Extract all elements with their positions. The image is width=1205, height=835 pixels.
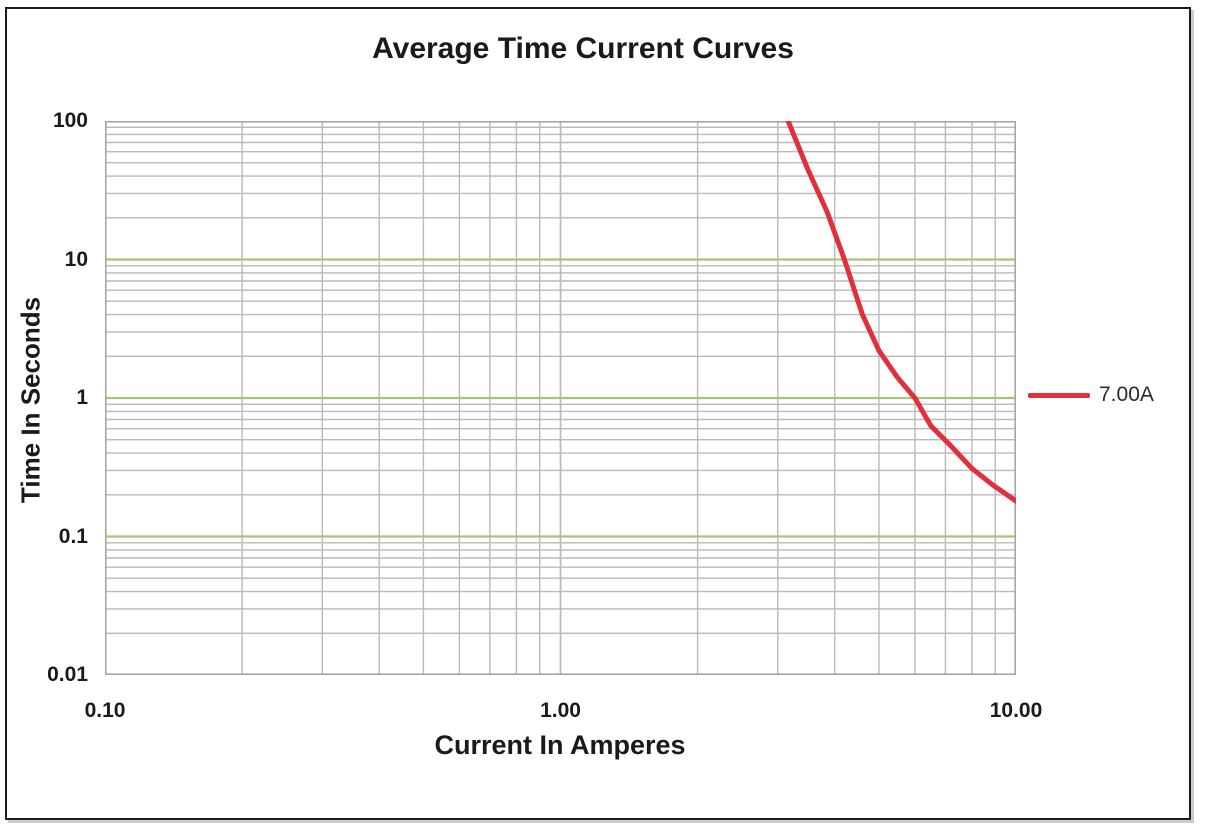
- plot-area: [105, 121, 1016, 675]
- x-tick-label: 0.10: [84, 699, 126, 722]
- x-tick-label: 1.00: [540, 699, 581, 722]
- y-tick-label: 100: [52, 109, 88, 132]
- x-axis-title: Current In Amperes: [434, 730, 686, 760]
- y-tick-label: 0.1: [58, 524, 88, 548]
- x-tick-label: 10.00: [989, 699, 1043, 722]
- y-tick-label: 0.01: [47, 663, 88, 686]
- legend: 7.00A: [1028, 382, 1154, 408]
- legend-line-swatch: [1028, 392, 1090, 398]
- legend-label: 7.00A: [1099, 383, 1154, 406]
- y-tick-label: 10: [64, 247, 88, 271]
- gridlines-and-curve: [105, 121, 1016, 675]
- chart-title: Average Time Current Curves: [372, 32, 794, 65]
- x-axis-tick-labels: 0.10 1.00 10.00: [0, 698, 1205, 728]
- y-axis-tick-labels: 100 10 1 0.1 0.01: [0, 0, 88, 835]
- y-tick-label: 1: [76, 386, 88, 409]
